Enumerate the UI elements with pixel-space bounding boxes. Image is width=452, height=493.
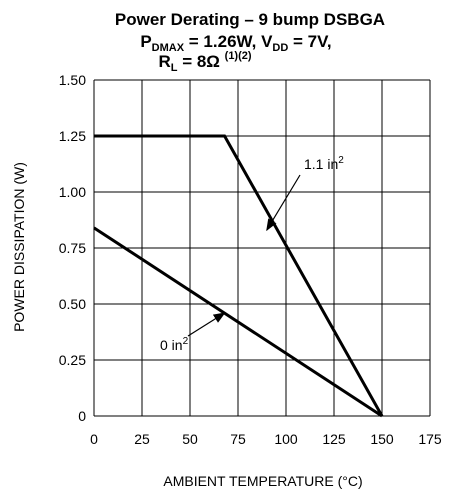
x-tick-label: 75 [230, 431, 246, 447]
chart-title-line-1: Power Derating – 9 bump DSBGA [115, 10, 385, 29]
y-tick-label: 1.50 [59, 72, 86, 88]
y-axis-label: POWER DISSIPATION (W) [11, 162, 27, 332]
x-tick-label: 125 [322, 431, 346, 447]
y-tick-label: 0.75 [59, 240, 86, 256]
annotation-label: 0 in2 [160, 336, 189, 353]
annotation-arrow [266, 174, 301, 232]
chart-ticks: 0 25 50 75 100 125 150 175 0 0.25 0.50 0.75 1.00 1.25… [59, 72, 442, 447]
y-tick-label: 0.25 [59, 352, 86, 368]
x-tick-label: 50 [182, 431, 198, 447]
x-tick-label: 25 [134, 431, 150, 447]
x-tick-label: 150 [370, 431, 394, 447]
y-tick-label: 1.25 [59, 128, 86, 144]
chart-annotations: 1.1 in2 0 in2 [160, 155, 344, 353]
chart-series [93, 134, 384, 418]
y-tick-label: 0 [78, 408, 86, 424]
y-tick-label: 0.50 [59, 296, 86, 312]
x-tick-label: 0 [90, 431, 98, 447]
chart-title-line-3: RL = 8Ω (1)(2) [158, 50, 251, 74]
y-tick-label: 1.00 [59, 184, 86, 200]
x-axis-label: AMBIENT TEMPERATURE (°C) [163, 473, 362, 489]
x-tick-label: 100 [274, 431, 298, 447]
chart-grid [93, 79, 431, 417]
series-line [93, 226, 383, 418]
annotation-arrow [187, 312, 226, 337]
annotation-label: 1.1 in2 [304, 155, 344, 172]
chart-title-line-2: PDMAX = 1.26W, VDD = 7V, [140, 32, 331, 54]
x-tick-label: 175 [418, 431, 442, 447]
series-line [94, 134, 384, 417]
